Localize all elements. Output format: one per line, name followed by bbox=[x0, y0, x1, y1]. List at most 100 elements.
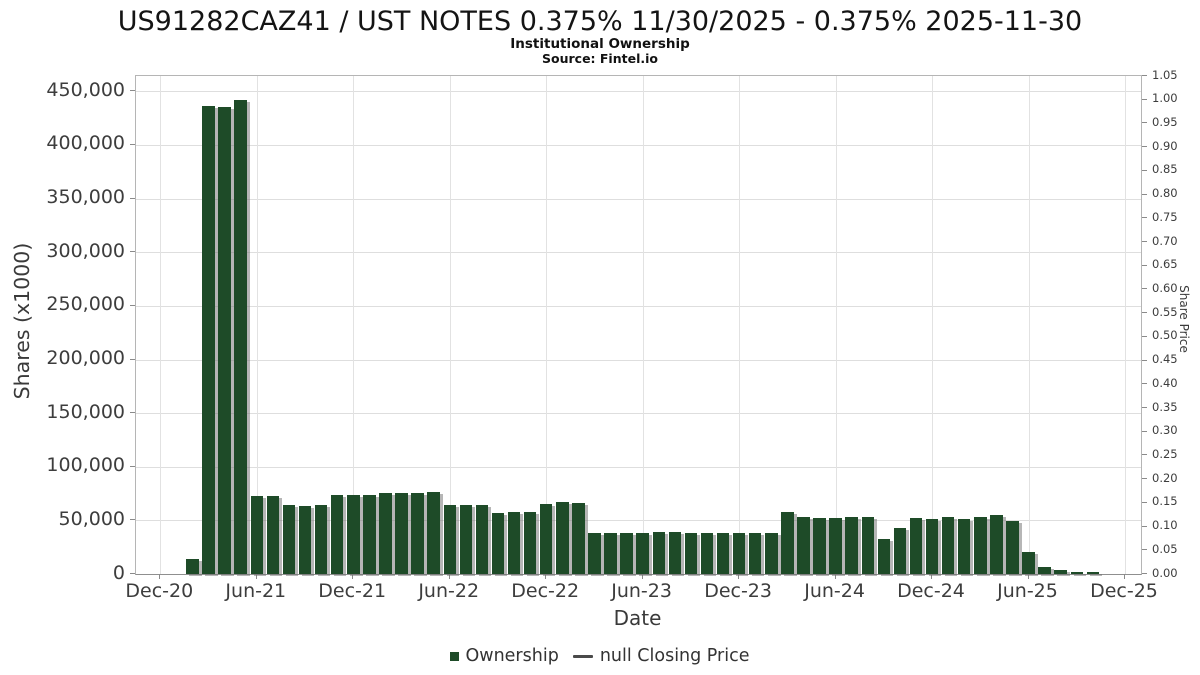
ownership-bar[interactable] bbox=[588, 533, 601, 574]
ownership-bar[interactable] bbox=[990, 515, 1003, 574]
y-tick-label-right: 1.05 bbox=[1152, 67, 1178, 82]
gridline-vertical bbox=[449, 76, 451, 574]
ownership-bar[interactable] bbox=[1086, 571, 1100, 574]
y-tick-label-left: 250,000 bbox=[46, 293, 125, 316]
legend-square-icon bbox=[450, 651, 460, 661]
ownership-bar[interactable] bbox=[941, 517, 955, 574]
gridline-horizontal bbox=[136, 144, 1141, 146]
y-tick-label-left: 100,000 bbox=[46, 454, 125, 477]
gridline-vertical bbox=[1028, 76, 1030, 574]
ownership-bar[interactable] bbox=[925, 518, 939, 574]
ownership-bar[interactable] bbox=[443, 505, 456, 574]
ownership-bar[interactable] bbox=[1022, 551, 1035, 574]
x-tick-label: Jun-24 bbox=[804, 580, 865, 602]
ownership-bar[interactable] bbox=[363, 494, 376, 574]
ownership-bar[interactable] bbox=[974, 517, 987, 574]
ownership-bar[interactable] bbox=[1070, 571, 1083, 574]
y-tick-label-right: 0.05 bbox=[1152, 541, 1178, 556]
y-tick-label-left: 450,000 bbox=[46, 78, 125, 101]
gridline-horizontal bbox=[136, 466, 1141, 468]
ownership-bar[interactable] bbox=[716, 533, 730, 574]
ownership-bar[interactable] bbox=[765, 533, 778, 574]
gridline-vertical bbox=[160, 76, 162, 574]
ownership-bar[interactable] bbox=[877, 539, 891, 574]
ownership-bar[interactable] bbox=[427, 491, 440, 574]
gridline-vertical bbox=[1125, 76, 1126, 574]
ownership-bar[interactable] bbox=[652, 532, 665, 574]
ownership-bar[interactable] bbox=[813, 517, 826, 574]
y-axis-tick-right bbox=[1142, 430, 1147, 432]
y-axis-tick-right bbox=[1142, 312, 1147, 314]
ownership-bar[interactable] bbox=[748, 532, 762, 574]
plot-area bbox=[135, 75, 1142, 575]
y-tick-label-left: 400,000 bbox=[46, 132, 125, 155]
ownership-bar[interactable] bbox=[298, 505, 312, 574]
chart-source-label: Source: Fintel.io bbox=[542, 51, 658, 66]
ownership-bar[interactable] bbox=[620, 532, 633, 574]
legend-label-ownership: Ownership bbox=[465, 646, 559, 666]
ownership-bar[interactable] bbox=[1006, 521, 1019, 574]
ownership-bar[interactable] bbox=[523, 512, 537, 574]
y-axis-tick-right bbox=[1142, 193, 1147, 195]
ownership-bar[interactable] bbox=[684, 532, 698, 574]
ownership-bar[interactable] bbox=[957, 519, 971, 574]
ownership-bar[interactable] bbox=[636, 532, 649, 574]
ownership-bar[interactable] bbox=[1038, 566, 1051, 574]
ownership-bar[interactable] bbox=[572, 502, 585, 574]
ownership-bar[interactable] bbox=[202, 106, 215, 574]
y-tick-label-right: 1.00 bbox=[1152, 91, 1178, 106]
gridline-horizontal bbox=[136, 198, 1141, 200]
ownership-bar[interactable] bbox=[539, 504, 553, 574]
y-axis-label-left: Shares (x1000) bbox=[10, 242, 34, 400]
x-tick-label: Dec-25 bbox=[1090, 580, 1158, 602]
ownership-bar[interactable] bbox=[186, 559, 199, 574]
ownership-bar[interactable] bbox=[909, 518, 923, 574]
gridline-vertical bbox=[739, 76, 741, 574]
ownership-bar[interactable] bbox=[411, 492, 424, 574]
ownership-bar[interactable] bbox=[250, 496, 263, 574]
ownership-bar[interactable] bbox=[459, 505, 472, 574]
ownership-bar[interactable] bbox=[1054, 569, 1067, 574]
ownership-bar[interactable] bbox=[314, 505, 328, 574]
ownership-bar[interactable] bbox=[234, 100, 247, 574]
ownership-bar[interactable] bbox=[556, 502, 569, 574]
x-tick-label: Dec-22 bbox=[511, 580, 580, 602]
y-axis-tick-right bbox=[1142, 383, 1147, 385]
ownership-bar[interactable] bbox=[282, 505, 296, 574]
ownership-bar[interactable] bbox=[700, 533, 714, 574]
ownership-bar[interactable] bbox=[266, 495, 280, 574]
y-tick-label-right: 0.20 bbox=[1152, 470, 1178, 485]
ownership-bar[interactable] bbox=[379, 493, 392, 574]
y-tick-label-left: 0 bbox=[112, 561, 125, 584]
x-tick-label: Jun-23 bbox=[611, 580, 672, 602]
y-axis-tick-right bbox=[1142, 525, 1147, 527]
y-axis-tick-right bbox=[1142, 217, 1147, 219]
ownership-bar[interactable] bbox=[668, 532, 681, 574]
legend-item-closing-price[interactable]: null Closing Price bbox=[559, 646, 750, 666]
y-axis-tick-right bbox=[1142, 98, 1147, 100]
y-axis-tick-right bbox=[1142, 478, 1147, 480]
ownership-bar[interactable] bbox=[347, 494, 360, 574]
ownership-bar[interactable] bbox=[604, 532, 617, 574]
y-axis-tick-right bbox=[1142, 359, 1147, 361]
legend-item-ownership[interactable]: Ownership bbox=[450, 646, 559, 666]
gridline-vertical bbox=[835, 76, 837, 574]
ownership-bar[interactable] bbox=[845, 517, 858, 574]
gridline-vertical bbox=[642, 76, 644, 574]
ownership-bar[interactable] bbox=[781, 512, 794, 574]
ownership-bar[interactable] bbox=[475, 504, 489, 574]
ownership-bar[interactable] bbox=[732, 533, 746, 574]
ownership-bar[interactable] bbox=[893, 527, 907, 574]
ownership-bar[interactable] bbox=[861, 517, 874, 574]
ownership-bar[interactable] bbox=[797, 517, 810, 574]
y-tick-label-left: 300,000 bbox=[46, 239, 125, 262]
gridline-vertical bbox=[353, 76, 355, 574]
ownership-bar[interactable] bbox=[330, 495, 344, 574]
ownership-bar[interactable] bbox=[829, 517, 842, 574]
y-tick-label-left: 200,000 bbox=[46, 347, 125, 369]
ownership-bar[interactable] bbox=[491, 512, 505, 574]
ownership-bar[interactable] bbox=[218, 106, 231, 574]
ownership-bar[interactable] bbox=[507, 512, 521, 574]
ownership-bar[interactable] bbox=[395, 492, 408, 574]
